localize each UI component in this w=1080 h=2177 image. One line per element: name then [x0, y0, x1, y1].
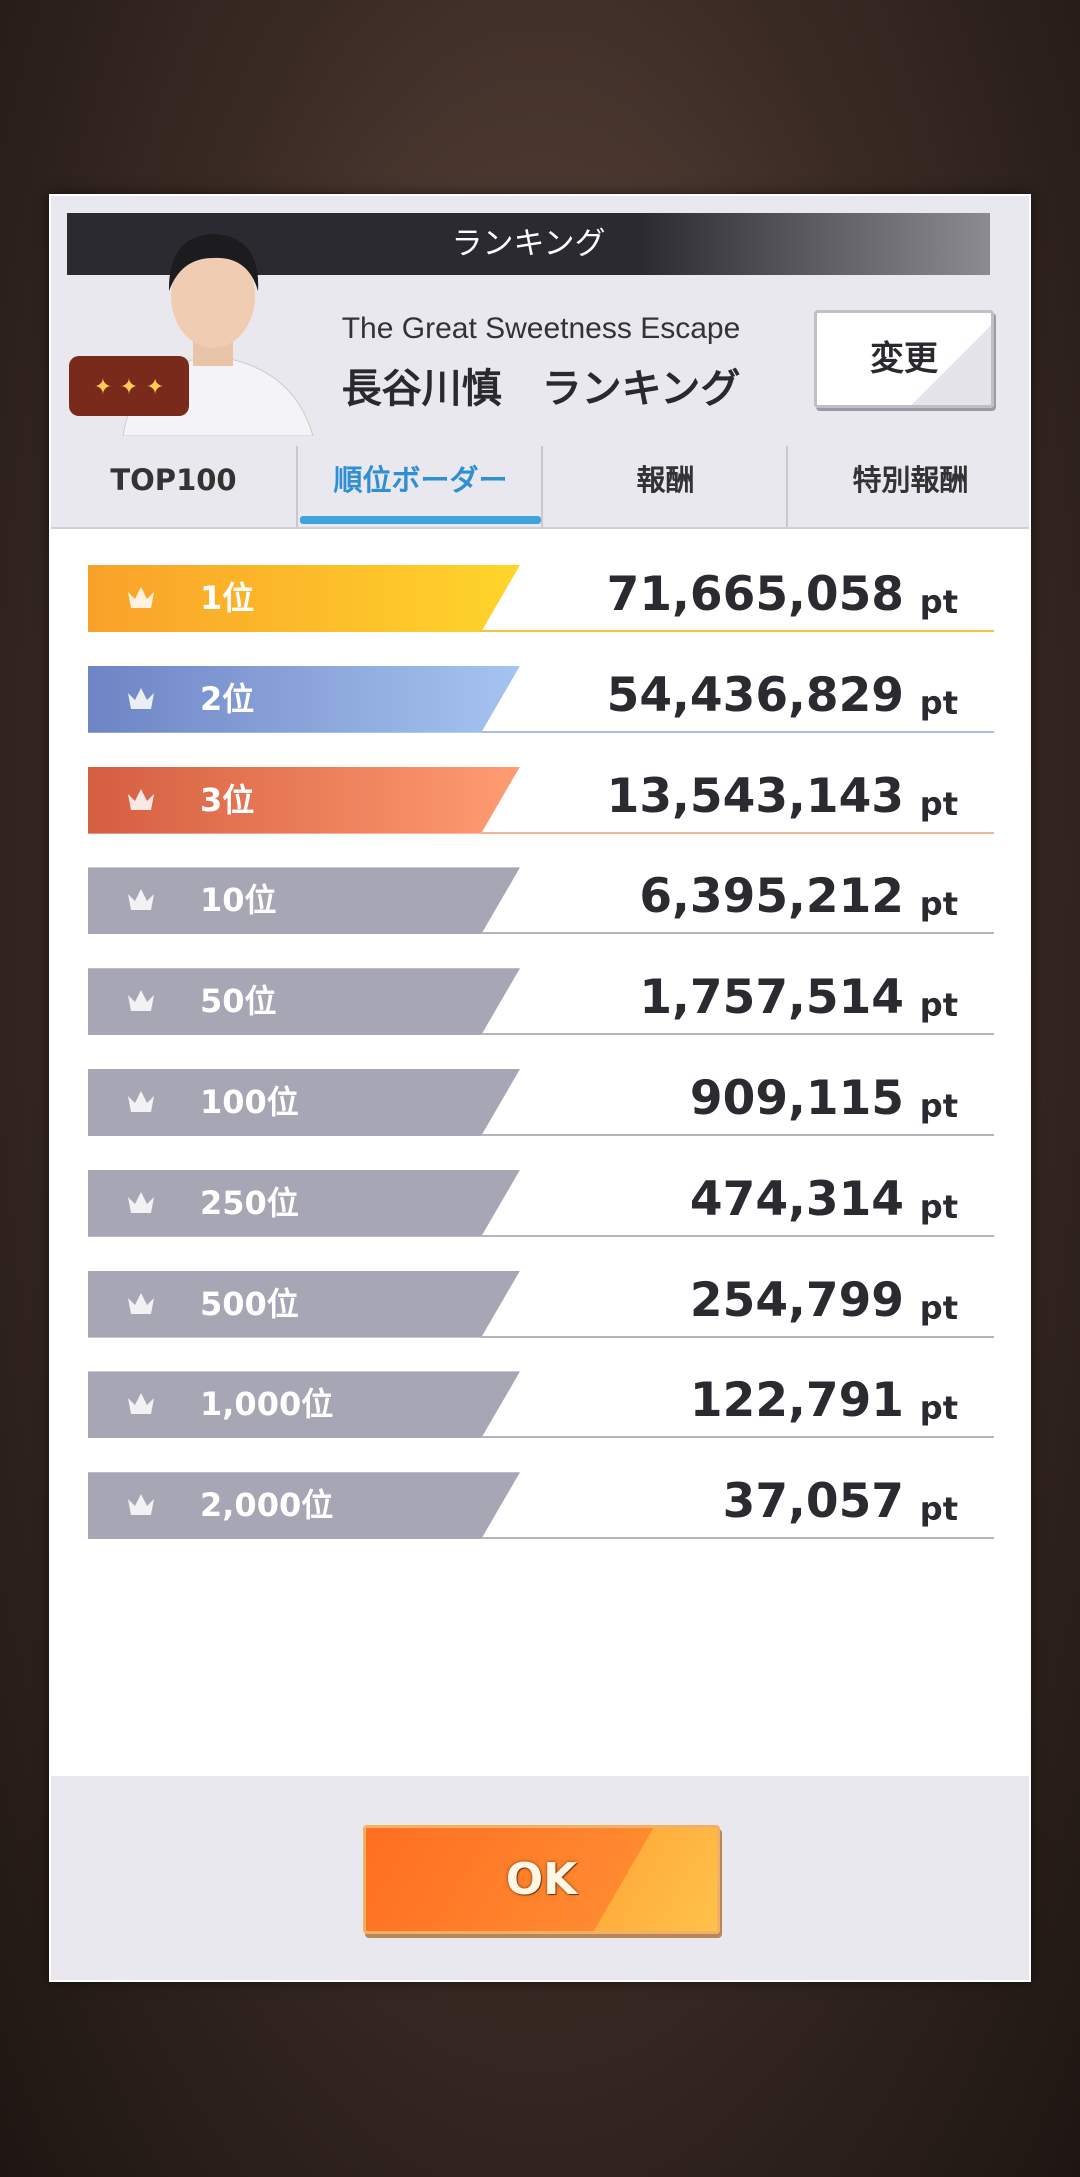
ok-button[interactable]: OK [363, 1825, 720, 1934]
row-line [481, 1436, 994, 1439]
points: 37,057 [722, 1474, 904, 1530]
rank-badge [88, 665, 520, 733]
row-line [481, 1033, 994, 1036]
points: 474,314 [689, 1171, 904, 1227]
rank-badge [88, 968, 520, 1036]
points: 1,757,514 [639, 970, 904, 1026]
rank-label: 1位 [200, 579, 255, 617]
rank-badge [88, 1069, 520, 1136]
rank-label: 1,000位 [200, 1385, 334, 1424]
rank-badge [88, 1472, 520, 1540]
rank-label: 3位 [200, 780, 255, 819]
points: 909,115 [689, 1071, 904, 1126]
points: 254,799 [689, 1272, 904, 1328]
unit: pt [919, 1389, 958, 1428]
points: 13,543,143 [606, 768, 904, 824]
rank-label: 2,000位 [200, 1486, 334, 1525]
rank-badge [88, 867, 520, 935]
unit: pt [919, 1187, 958, 1226]
rank-row: 2,000位 37,057 pt [88, 1472, 994, 1540]
rank-row: 10位 6,395,212 pt [88, 867, 994, 935]
rank-row: 1位 71,665,058 pt [88, 565, 994, 632]
rank-row: 50位 1,757,514 pt [88, 968, 994, 1036]
rank-badge [88, 565, 520, 632]
unit: pt [919, 986, 958, 1025]
tab[interactable]: 報酬 [541, 446, 788, 527]
rank-badge [88, 766, 520, 834]
rank-row: 1,000位 122,791 pt [88, 1371, 994, 1439]
row-line [481, 730, 994, 733]
crown-icon [126, 1290, 156, 1322]
rank-row: 500位 254,799 pt [88, 1270, 994, 1338]
unit: pt [919, 1490, 958, 1529]
tab[interactable]: 順位ボーダー [296, 446, 543, 527]
crown-icon [126, 1189, 156, 1221]
points: 54,436,829 [606, 667, 904, 723]
tab[interactable]: TOP100 [110, 463, 237, 497]
tab-bar: TOP100 順位ボーダー 報酬 特別報酬 [51, 446, 1029, 529]
rank-badge [88, 1270, 520, 1338]
character-portrait: ✦ ✦ ✦ [69, 234, 314, 436]
crown-icon [126, 584, 156, 616]
rank-label: 50位 [200, 982, 277, 1021]
unit: pt [919, 1087, 958, 1125]
row-line [481, 1234, 994, 1237]
crown-icon [126, 786, 156, 818]
rank-row: 100位 909,115 pt [88, 1069, 994, 1136]
rank-badge [88, 1371, 520, 1439]
row-line [481, 1335, 994, 1338]
crown-icon [126, 1491, 156, 1523]
crown-icon [126, 886, 156, 918]
rank-row: 3位 13,543,143 pt [88, 766, 994, 834]
rank-label: 2位 [200, 679, 255, 718]
rank-row: 250位 474,314 pt [88, 1169, 994, 1237]
border-list: 1位 71,665,058 pt 2位 54,436,829 pt 3位 13,543,143… [51, 529, 1029, 1776]
dialog-title: ランキング [451, 226, 606, 262]
row-line [481, 932, 994, 935]
points: 122,791 [689, 1373, 904, 1429]
rank-row: 2位 54,436,829 pt [88, 665, 994, 733]
rank-label: 10位 [200, 881, 277, 920]
rank-badge [88, 1169, 520, 1237]
unit: pt [919, 583, 958, 621]
row-line [481, 1134, 994, 1136]
change-button[interactable]: 変更 [814, 310, 994, 408]
tab[interactable]: 特別報酬 [786, 446, 1033, 527]
crown-icon [126, 987, 156, 1019]
rank-label: 500位 [200, 1284, 299, 1323]
crown-icon [126, 1390, 156, 1422]
ranking-title: 長谷川慎 ランキング [341, 366, 741, 412]
unit: pt [919, 1288, 958, 1327]
event-name: The Great Sweetness Escape [341, 312, 741, 345]
row-line [481, 1537, 994, 1540]
row-line [481, 630, 994, 632]
crown-icon [126, 685, 156, 717]
points: 71,665,058 [606, 567, 904, 622]
row-line [481, 831, 994, 834]
crown-icon [126, 1088, 156, 1120]
unit: pt [919, 885, 958, 924]
rank-label: 100位 [200, 1083, 299, 1121]
points: 6,395,212 [639, 869, 904, 925]
ranking-dialog: ランキング ✦ ✦ ✦ The Great Sweetness Escape 長… [49, 194, 1031, 1982]
unit: pt [919, 784, 958, 823]
rank-label: 250位 [200, 1183, 299, 1222]
unit: pt [919, 683, 958, 722]
svg-text:✦ ✦ ✦: ✦ ✦ ✦ [94, 375, 165, 400]
